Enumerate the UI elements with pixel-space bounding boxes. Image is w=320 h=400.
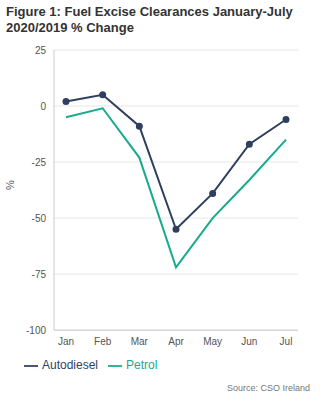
html-text:Petrol: Petrol [126, 358, 158, 373]
svg-text:0: 0 [40, 101, 46, 112]
svg-text:-75: -75 [32, 269, 47, 280]
svg-text:Jan: Jan [58, 336, 74, 347]
svg-text:Jun: Jun [241, 336, 257, 347]
html-text:Autodiesel: Autodiesel [42, 358, 98, 373]
svg-text:Apr: Apr [168, 336, 184, 347]
svg-text:%: % [4, 180, 16, 190]
svg-text:May: May [203, 336, 222, 347]
svg-text:-25: -25 [32, 157, 47, 168]
svg-text:Jul: Jul [280, 336, 293, 347]
svg-text:Feb: Feb [94, 336, 112, 347]
html-text:Source: CSO Ireland: Source: CSO Ireland [227, 383, 310, 393]
svg-text:-50: -50 [32, 213, 47, 224]
svg-text:25: 25 [35, 45, 47, 56]
svg-text:Mar: Mar [131, 336, 149, 347]
html-text:Figure 1: Fuel Excise Clearanc: Figure 1: Fuel Excise Clearances January… [6, 4, 293, 35]
svg-text:-100: -100 [26, 325, 46, 336]
